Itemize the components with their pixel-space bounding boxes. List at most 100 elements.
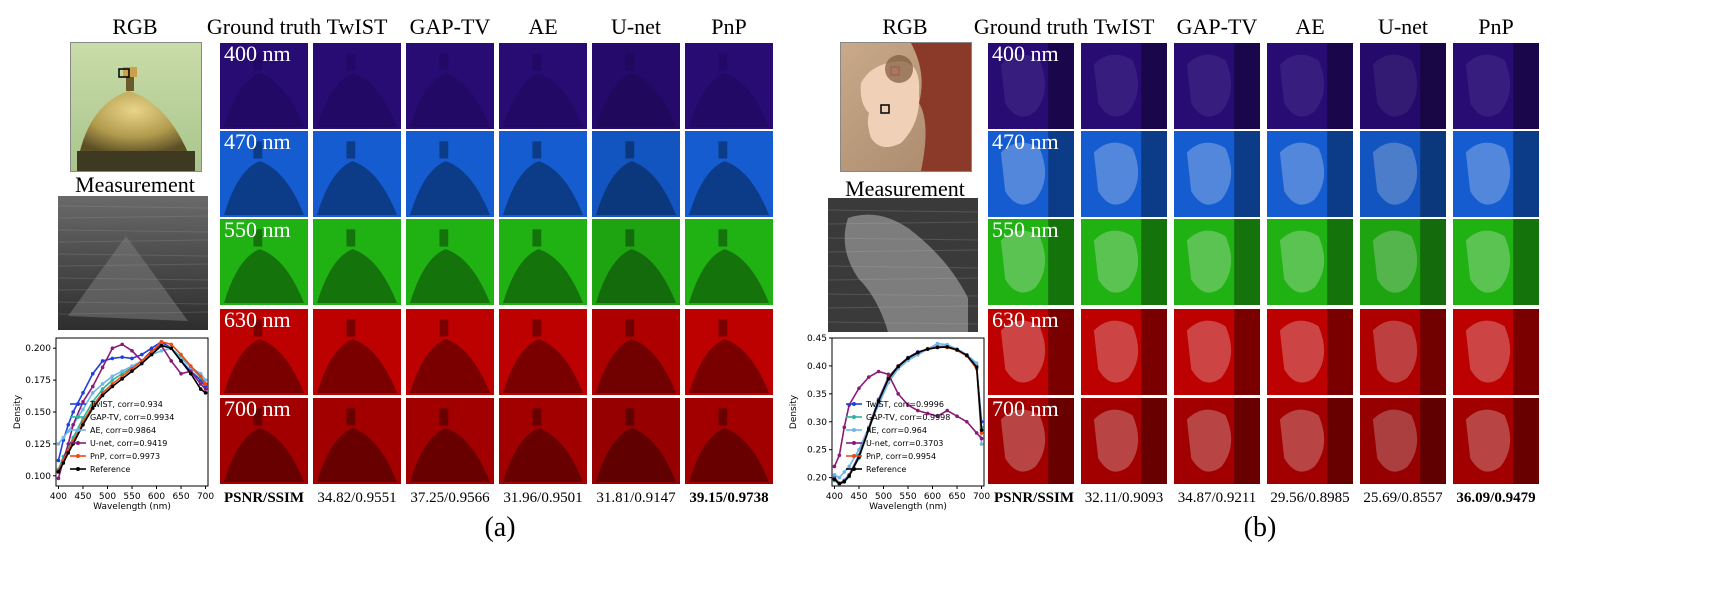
- legend-marker: [852, 415, 856, 419]
- measurement-label: Measurement: [845, 176, 965, 201]
- series-point: [81, 391, 85, 395]
- spectral-tile: [313, 43, 401, 129]
- y-tick-label: 0.100: [25, 472, 51, 482]
- spectral-tile: 470 nm: [988, 131, 1074, 217]
- spectral-tile: [313, 398, 401, 484]
- series-point: [66, 422, 71, 427]
- spectral-tile: [406, 309, 494, 395]
- metric-value: 36.09/0.9479: [1456, 490, 1536, 506]
- spectral-tile: [1081, 398, 1167, 484]
- metric-value: 34.87/0.9211: [1177, 490, 1257, 506]
- series-point: [935, 345, 940, 350]
- method-header-u-net: U-net: [1377, 14, 1429, 39]
- legend-marker: [76, 428, 80, 432]
- series-point: [974, 361, 979, 365]
- method-header-twist: TwIST: [326, 14, 388, 39]
- series-point: [81, 399, 85, 404]
- series-point: [198, 387, 203, 391]
- series-point: [110, 356, 115, 361]
- wavelength-label: 470 nm: [992, 131, 1059, 154]
- series-point: [832, 477, 837, 482]
- series-point: [935, 414, 940, 418]
- x-tick-label: 700: [197, 492, 214, 502]
- series-point: [66, 442, 71, 446]
- series-point: [886, 372, 891, 377]
- series-point: [140, 361, 144, 366]
- metric-label: PSNR/SSIM: [993, 490, 1075, 506]
- legend-marker: [852, 467, 856, 471]
- series-point: [979, 428, 984, 432]
- series-point: [66, 451, 71, 455]
- legend-entry: TwIST, corr=0.934: [89, 400, 163, 409]
- rgb-label: RGB: [882, 14, 928, 39]
- spectral-tile: 550 nm: [988, 219, 1074, 305]
- series-point: [837, 481, 842, 486]
- series-point: [130, 348, 134, 353]
- series-point: [100, 359, 105, 363]
- x-tick-label: 400: [826, 492, 843, 502]
- wavelength-label: 400 nm: [224, 43, 291, 66]
- subfigure-label-b: (b): [1243, 512, 1277, 543]
- x-tick-label: 450: [74, 492, 91, 502]
- x-tick-label: 500: [99, 492, 116, 502]
- series-point: [100, 365, 105, 370]
- method-header-pnp: PnP: [1478, 14, 1514, 39]
- series-point: [847, 464, 851, 469]
- wavelength-label: 550 nm: [992, 219, 1059, 242]
- y-tick-label: 0.35: [807, 390, 827, 400]
- metric-value: 29.56/0.8985: [1270, 490, 1350, 506]
- series-point: [974, 365, 979, 369]
- series-point: [179, 359, 183, 363]
- spectral-tile: [592, 131, 680, 217]
- spectral-tile: 700 nm: [988, 398, 1074, 484]
- spectral-tile: [1267, 398, 1353, 484]
- series-point: [110, 346, 115, 351]
- metric-value: 31.96/0.9501: [503, 490, 583, 506]
- series-point: [945, 345, 950, 349]
- series-point: [906, 356, 910, 360]
- spectral-tile: [1081, 309, 1167, 395]
- y-tick-label: 0.30: [807, 418, 827, 428]
- series-point: [955, 347, 959, 352]
- series-point: [90, 406, 95, 410]
- metric-label: PSNR/SSIM: [223, 490, 305, 506]
- legend-marker: [76, 441, 80, 445]
- spectral-tile: [1174, 219, 1260, 305]
- series-point: [159, 343, 164, 348]
- x-tick-label: 650: [948, 492, 965, 502]
- method-header-gap-tv: GAP-TV: [409, 14, 491, 39]
- series-point: [110, 378, 115, 382]
- series-point: [130, 369, 134, 373]
- y-tick-label: 0.150: [25, 408, 51, 418]
- spectral-tile: [592, 309, 680, 395]
- series-point: [120, 342, 124, 347]
- series-point: [120, 355, 124, 359]
- series-point: [100, 387, 105, 391]
- metric-value: 32.11/0.9093: [1084, 490, 1164, 506]
- legend-marker: [76, 402, 80, 406]
- series-point: [149, 352, 154, 357]
- spectral-tile: [1174, 398, 1260, 484]
- series-point: [974, 431, 979, 435]
- spectral-tile: 400 nm: [988, 43, 1074, 129]
- series-point: [876, 399, 881, 403]
- spectral-tile: [592, 219, 680, 305]
- wavelength-label: 630 nm: [224, 309, 291, 332]
- legend-marker: [76, 467, 80, 471]
- legend-entry: PnP, corr=0.9954: [866, 452, 936, 461]
- series-point: [916, 350, 920, 355]
- series-point: [837, 453, 842, 458]
- spectral-tile: [1360, 43, 1446, 129]
- spectral-tile: [1267, 131, 1353, 217]
- series-point: [100, 382, 105, 386]
- spectral-tile: [1453, 309, 1539, 395]
- series-point: [896, 364, 900, 369]
- series-point: [955, 414, 959, 418]
- series-point: [979, 442, 984, 446]
- series-point: [61, 461, 66, 465]
- x-tick-label: 600: [924, 492, 941, 502]
- method-header-ground-truth: Ground truth: [973, 14, 1089, 39]
- spectral-tile: [313, 219, 401, 305]
- wavelength-label: 470 nm: [224, 131, 291, 154]
- measurement-image: [58, 196, 208, 330]
